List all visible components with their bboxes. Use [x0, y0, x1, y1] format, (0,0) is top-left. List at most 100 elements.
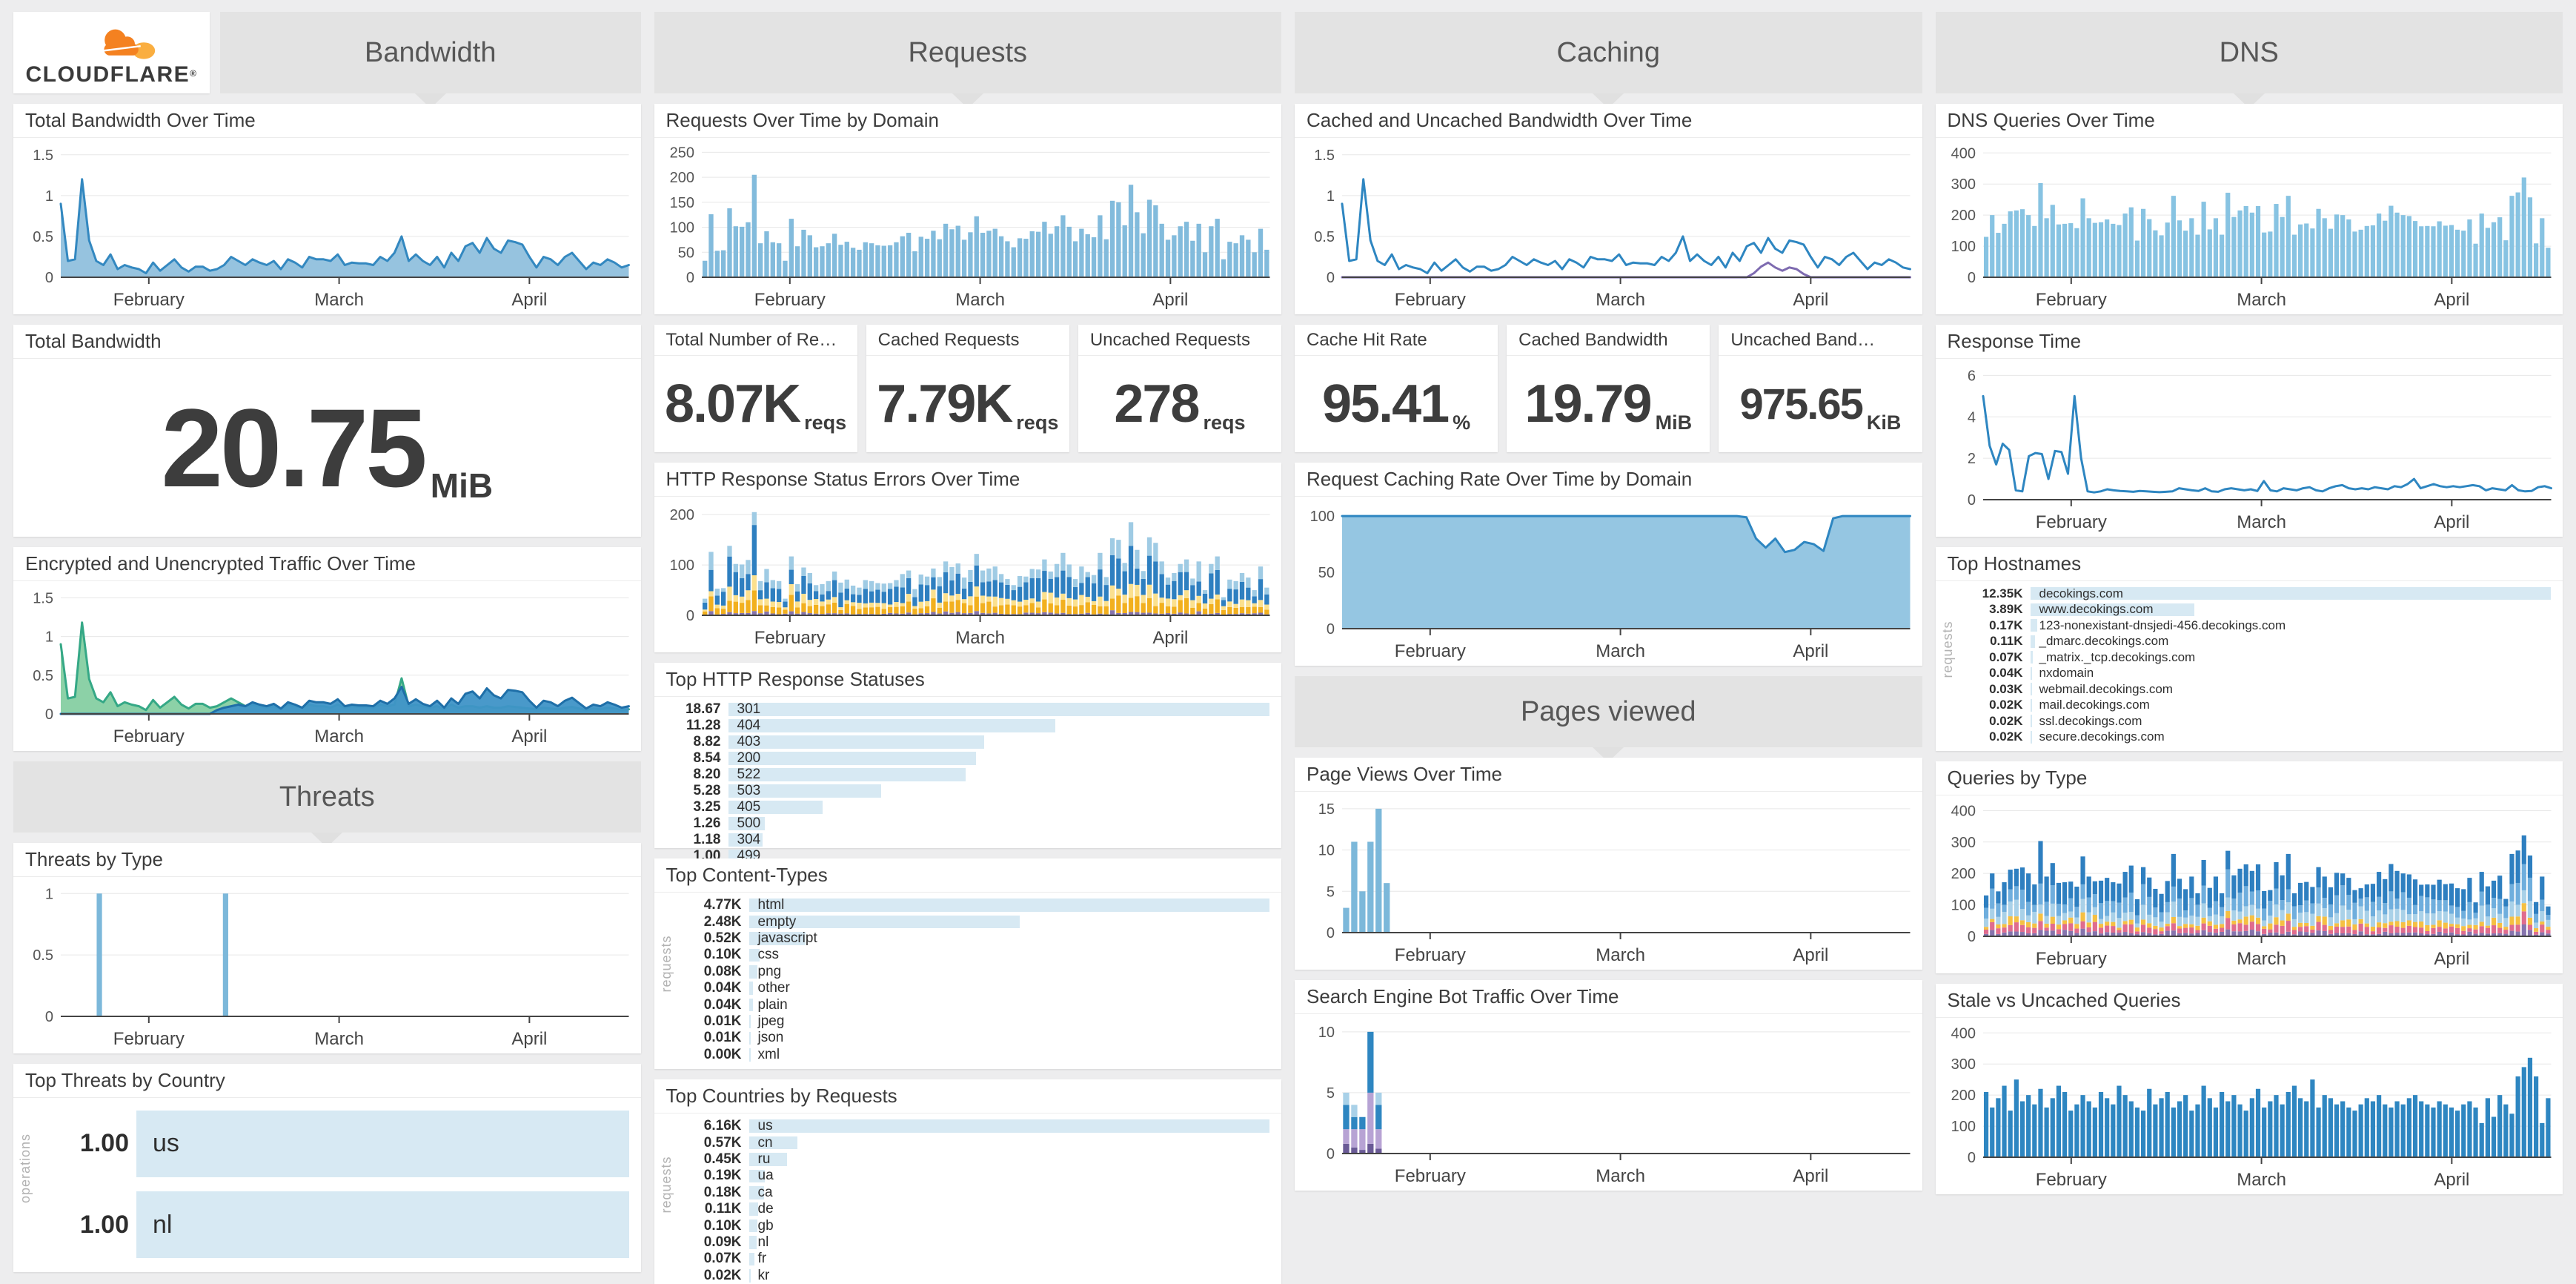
list-item: 0.02K ssl.decokings.com [1962, 713, 2552, 729]
svg-text:0: 0 [686, 270, 694, 286]
panel-top-threats-by-country: Top Threats by Country operations 1.00 us… [13, 1064, 641, 1272]
list-item-bar-area: us [748, 1118, 1269, 1134]
section-header-caching[interactable]: Caching [1295, 12, 1922, 108]
stat-title: Cached Requests [866, 325, 1069, 356]
list-item-label: jpeg [757, 1013, 785, 1030]
bar [728, 833, 763, 847]
http-errors-stacked-bar-chart: 0 100 200 February March April [654, 497, 1282, 652]
section-header-requests[interactable]: Requests [654, 12, 1281, 108]
bar [748, 982, 754, 996]
bar [748, 1202, 759, 1217]
panel-title: DNS Queries Over Time [1935, 104, 2563, 138]
list-item-label: 200 [737, 750, 761, 766]
list-item-bar-area: fr [748, 1251, 1270, 1266]
unit-label: reqs [1016, 411, 1059, 434]
svg-text:April: April [2434, 949, 2469, 969]
list-item-value: 0.57K [703, 1134, 742, 1151]
bar [2030, 666, 2033, 680]
list-item: 0.57K cn [681, 1134, 1270, 1151]
svg-text:March: March [2237, 1170, 2286, 1190]
queries-by-type-stacked-bar-chart: 0 100 200 300 400 February March April [1936, 795, 2563, 973]
list-item: 0.00K xml [681, 1047, 1270, 1063]
list-item: 3.25 405 [660, 799, 1270, 815]
unit-label: reqs [1203, 411, 1246, 434]
list-item: 0.45K ru [681, 1151, 1270, 1168]
bar [748, 1015, 751, 1028]
list-item: 8.82 403 [660, 734, 1270, 750]
svg-text:February: February [1395, 945, 1466, 965]
column-dns: DNS DNS Queries Over Time 0 100 200 300 400 F… [1935, 12, 2563, 1194]
list-item-label: _dmarc.decokings.com [2039, 634, 2169, 649]
panel-request-caching-rate: Request Caching Rate Over Time by Domain… [1295, 463, 1922, 666]
svg-text:April: April [1793, 641, 1828, 661]
list-item-bar-area: 500 [728, 815, 1270, 831]
list-item-label: nl [153, 1210, 173, 1239]
list-item: 3.89K www.decokings.com [1962, 602, 2552, 618]
list-item-bar-area: css [748, 947, 1270, 962]
panel-top-countries: Top Countries by Requests requests 6.16K… [654, 1079, 1281, 1284]
section-title: Bandwidth [365, 36, 497, 68]
bar [2030, 603, 2194, 616]
bar [728, 817, 765, 830]
list-item-bar-area: www.decokings.com [2030, 602, 2552, 617]
panel-title: Requests Over Time by Domain [654, 104, 1281, 138]
list-item: 8.20 522 [660, 767, 1270, 783]
svg-text:April: April [1793, 945, 1828, 965]
list-item-label: ua [757, 1168, 774, 1184]
list-item-value: 0.09K [703, 1234, 742, 1251]
list-item-bar-area: json [748, 1030, 1270, 1045]
section-header-pages-viewed[interactable]: Pages viewed [1295, 676, 1922, 762]
panel-title: Top Threats by Country [13, 1064, 641, 1098]
svg-text:1: 1 [1327, 188, 1335, 205]
bar [136, 1191, 629, 1259]
list-item-value: 18.67 [685, 701, 721, 717]
list-item-bar-area: empty [748, 914, 1270, 930]
section-header-threats[interactable]: Threats [13, 761, 641, 847]
svg-text:100: 100 [669, 220, 694, 236]
panel-title: Response Time [1935, 325, 2563, 359]
list-item-label: cn [757, 1134, 773, 1151]
list-item: 0.18K ca [681, 1185, 1270, 1201]
list-item-bar-area: 301 [728, 701, 1269, 717]
list-item-label: 403 [737, 734, 761, 749]
bar [2030, 651, 2034, 664]
list-item-value: 0.00K [703, 1046, 742, 1062]
svg-text:1.5: 1.5 [33, 590, 53, 606]
svg-text:0: 0 [1967, 492, 1975, 509]
svg-text:April: April [511, 727, 547, 747]
svg-text:0.5: 0.5 [33, 947, 53, 964]
svg-text:300: 300 [1951, 176, 1975, 193]
list-item: 0.02K kr [681, 1268, 1270, 1284]
svg-text:0: 0 [45, 270, 53, 286]
section-header-dns[interactable]: DNS [1935, 12, 2563, 108]
registered-mark: ® [190, 68, 198, 79]
svg-text:February: February [2035, 290, 2106, 310]
panel-title: Stale vs Uncached Queries [1935, 984, 2563, 1018]
panel-title: HTTP Response Status Errors Over Time [654, 463, 1281, 497]
bar [728, 752, 976, 765]
svg-text:February: February [754, 290, 825, 310]
svg-text:February: February [2035, 512, 2106, 532]
bar [728, 801, 823, 814]
svg-text:1: 1 [45, 188, 53, 205]
list-item-label: ca [757, 1184, 773, 1200]
svg-text:0.5: 0.5 [33, 668, 53, 684]
column-caching: Caching Cached and Uncached Bandwidth Ov… [1295, 12, 1922, 1191]
bar [748, 915, 1020, 929]
list-item-label: _matrix._tcp.decokings.com [2039, 649, 2196, 664]
svg-text:February: February [113, 727, 185, 747]
section-header-bandwidth[interactable]: Bandwidth [220, 12, 641, 108]
bar [2030, 587, 2551, 600]
list-item: 0.02K mail.decokings.com [1962, 698, 2552, 714]
list-item-label: ssl.decokings.com [2039, 713, 2142, 728]
svg-text:10: 10 [1318, 1025, 1335, 1041]
svg-text:February: February [1395, 290, 1466, 310]
svg-text:0: 0 [1327, 270, 1335, 286]
list-item-value: 0.02K [1989, 698, 2023, 712]
cloudflare-logo[interactable]: CLOUDFLARE ® [13, 12, 210, 93]
page-views-bar-chart: 0 5 10 15 February March April [1295, 792, 1922, 970]
unit-label: MiB [1655, 411, 1693, 434]
section-title: DNS [2219, 36, 2279, 68]
list-item-bar-area: jpeg [748, 1013, 1270, 1030]
list-item-label: kr [757, 1267, 770, 1283]
